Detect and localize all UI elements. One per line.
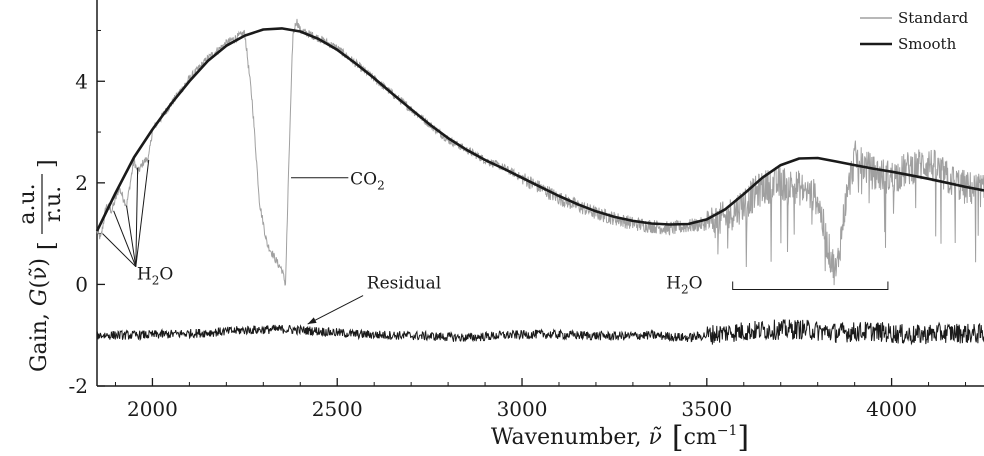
y-axis-label-arg: (ν̃) <box>27 258 52 289</box>
y-tick-label-4: 4 <box>75 69 88 93</box>
h2o-left-pointer-0 <box>102 233 137 267</box>
residual-arrow-head <box>307 317 317 325</box>
h2o-left-pointer-2 <box>126 205 137 267</box>
y-axis-label-denominator: r.u. <box>41 186 66 222</box>
y-axis-label-numerator: a.u. <box>15 183 40 224</box>
h2o-left-pointer-3 <box>135 167 139 267</box>
annotation-co2: CO2 <box>350 169 385 192</box>
x-axis-label-exp: −1 <box>717 423 738 439</box>
series-layer <box>95 18 984 346</box>
svg-text:]: ] <box>35 159 60 168</box>
y-axis-label-g: G <box>27 289 52 307</box>
plot-frame <box>96 0 984 387</box>
standard-series-line <box>96 18 984 286</box>
x-tick-label-2500: 2500 <box>312 397 363 421</box>
x-axis-label-symbol: ν̃ <box>649 425 662 450</box>
annotation-h2o-right: H2O <box>666 273 702 296</box>
legend: Standard Smooth <box>860 9 969 53</box>
x-tick-label-3000: 3000 <box>497 397 548 421</box>
residual-series-line <box>96 319 984 346</box>
y-ticks: -2 0 2 4 <box>69 29 105 398</box>
x-axis-label: Wavenumber, ν̃ [cm−1] <box>491 420 749 455</box>
x-tick-label-2000: 2000 <box>127 397 178 421</box>
y-tick-label--2: -2 <box>69 374 88 398</box>
y-tick-label-2: 2 <box>75 171 88 195</box>
annotation-residual: Residual <box>367 273 441 293</box>
svg-text:Gain, G(ν̃): Gain, G(ν̃) <box>27 258 52 372</box>
h2o-right-bracket <box>732 281 889 290</box>
legend-smooth-label: Smooth <box>898 35 957 53</box>
y-axis-label: Gain, G(ν̃) [ a.u. r.u. ] <box>15 159 66 372</box>
y-tick-label-0: 0 <box>75 272 88 296</box>
y-axis-label-main: Gain, <box>27 306 52 372</box>
h2o-left-pointer-4 <box>135 159 150 267</box>
x-tick-label-4000: 4000 <box>866 397 917 421</box>
smooth-series-line <box>95 27 984 232</box>
x-axis-label-main: Wavenumber, <box>491 425 649 450</box>
annotations-layer: H2O CO2 H2O Residual <box>102 159 889 325</box>
svg-text:[: [ <box>35 241 60 250</box>
h2o-left-pointer-1 <box>113 210 137 267</box>
x-ticks: 2000 2500 3000 3500 4000 <box>114 378 967 421</box>
x-tick-label-3500: 3500 <box>681 397 732 421</box>
x-axis-label-unit: cm <box>684 425 717 450</box>
residual-arrow-line <box>307 295 364 325</box>
legend-standard-label: Standard <box>898 9 969 27</box>
annotation-h2o-left: H2O <box>137 264 173 287</box>
